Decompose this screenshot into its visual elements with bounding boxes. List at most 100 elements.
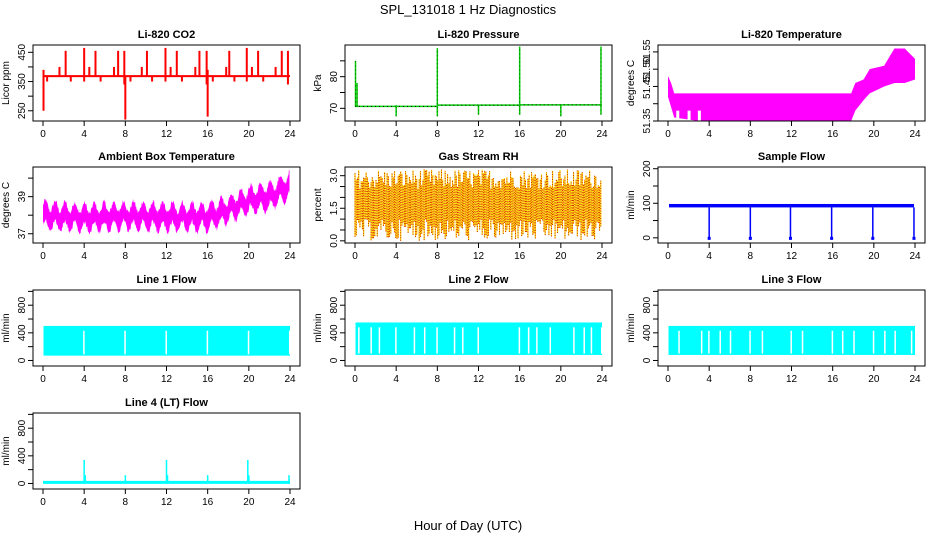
flow-gap (884, 330, 886, 354)
x-tick-label: 12 (473, 129, 485, 140)
co2-spike (286, 50, 289, 85)
y-tick-label: 200 (642, 160, 653, 177)
flow-gap (790, 330, 792, 354)
temperature-notch (687, 110, 691, 121)
co2-spike (42, 69, 45, 111)
x-tick-label: 8 (435, 374, 441, 385)
figure-x-axis-label: Hour of Day (UTC) (413, 518, 523, 533)
x-tick-label: 4 (393, 129, 399, 140)
y-tick-label: 400 (329, 324, 340, 341)
x-tick-label: 24 (909, 251, 921, 262)
flow-gap (590, 327, 593, 354)
panel-ambient-temp: Ambient Box Temperature degrees C 0 4 8 12 16 2… (1, 151, 301, 262)
panel-title: Sample Flow (758, 151, 826, 163)
plot-area (355, 322, 603, 355)
x-tick-label: 16 (202, 251, 214, 262)
x-tick-label: 0 (40, 251, 46, 262)
co2-spike (274, 66, 277, 76)
co2-spike (206, 69, 209, 117)
flow-gap (165, 330, 167, 355)
panel-title: Gas Stream RH (438, 151, 518, 163)
co2-spike (140, 66, 143, 76)
x-tick-label: 20 (868, 129, 880, 140)
flow-gap (124, 330, 126, 355)
co2-spike (205, 50, 208, 85)
flow-gap (436, 327, 438, 354)
x-tick-label: 8 (123, 497, 129, 508)
co2-spike (228, 50, 231, 76)
co2-spike (257, 50, 260, 76)
x-tick-label: 8 (123, 251, 129, 262)
x-tick-label: 24 (596, 129, 608, 140)
x-tick-label: 8 (748, 374, 754, 385)
y-tick-label: 51.45 (642, 74, 653, 99)
x-tick-label: 24 (596, 374, 608, 385)
flow-gap (583, 327, 585, 354)
y-tick-label: 450 (17, 44, 28, 61)
y-tick-label: 39 (17, 191, 28, 203)
flow-gap (549, 327, 552, 354)
co2-spike (198, 50, 201, 76)
flow-gap (527, 327, 530, 354)
flow-gap (247, 330, 250, 355)
temperature-notch (676, 110, 680, 121)
sample-flow-dip-point (830, 236, 834, 240)
co2-spike (169, 66, 172, 76)
x-tick-label: 12 (161, 251, 173, 262)
y-tick-label: 0 (329, 357, 340, 363)
flow-gap (413, 327, 416, 354)
y-tick-label: 250 (17, 102, 28, 119)
plot-area (43, 325, 291, 356)
x-tick-label: 24 (909, 374, 921, 385)
x-tick-label: 16 (514, 251, 526, 262)
flow-gap (729, 330, 732, 354)
x-tick-label: 0 (665, 374, 671, 385)
y-tick-label: 800 (329, 296, 340, 313)
co2-spike (262, 75, 265, 82)
co2-spike (88, 66, 91, 76)
x-tick-label: 12 (161, 497, 173, 508)
x-tick-label: 4 (706, 129, 712, 140)
x-tick-label: 24 (596, 251, 608, 262)
x-tick-label: 20 (555, 251, 567, 262)
x-tick-label: 0 (352, 129, 358, 140)
co2-spike (151, 75, 154, 82)
y-tick-label: 51.55 (642, 39, 653, 64)
co2-spike (180, 75, 183, 82)
y-tick-label: 51.35 (642, 108, 653, 133)
plot-area (354, 169, 602, 241)
y-axis-label: degrees C (1, 182, 12, 228)
co2-spike (194, 66, 197, 76)
flow-gap (853, 330, 855, 354)
ambient-temp-envelope (43, 169, 290, 235)
x-tick-label: 20 (243, 497, 255, 508)
flow-gap (749, 330, 751, 354)
co2-spike (245, 47, 248, 82)
flow-gap (206, 330, 209, 355)
panel-sample-flow: Sample Flow ml/min 0 4 8 12 16 20 24 0 100 200 (626, 151, 926, 262)
y-axis-label: ml/min (1, 436, 12, 465)
y-tick-label: 0 (642, 235, 653, 241)
x-tick-label: 0 (352, 251, 358, 262)
co2-spike (94, 50, 97, 76)
x-tick-label: 20 (868, 374, 880, 385)
x-tick-label: 24 (284, 497, 296, 508)
flow-gap (894, 330, 896, 354)
co2-spike (124, 75, 127, 120)
plot-frame (32, 44, 301, 122)
y-tick-label: 37 (17, 228, 28, 240)
plot-area (668, 325, 915, 355)
y-tick-label: 70 (329, 102, 340, 114)
panel-rh: Gas Stream RH percent 0 4 8 12 16 20 24 0.0 1.5 3.0 (313, 151, 613, 262)
x-tick-label: 20 (555, 374, 567, 385)
x-tick-label: 16 (202, 374, 214, 385)
panel-title: Line 3 Flow (762, 274, 822, 286)
y-axis-label: Licor ppm (1, 61, 12, 105)
temperature-notch (697, 110, 701, 121)
flow-gap (370, 327, 372, 354)
x-tick-label: 8 (748, 129, 754, 140)
flow-gap (378, 327, 381, 354)
flow-gap (600, 327, 603, 354)
x-tick-label: 8 (435, 251, 441, 262)
